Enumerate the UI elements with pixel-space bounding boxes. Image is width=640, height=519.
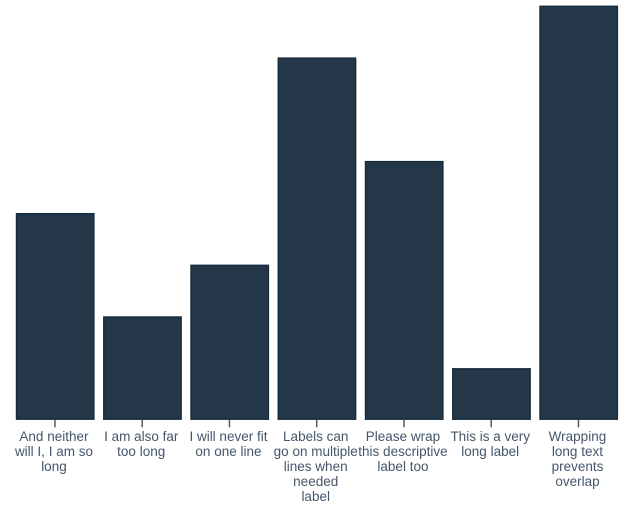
svg-text:I am also fartoo long: I am also far too long (104, 429, 179, 459)
svg-text:I will never fiton one line: I will never fit on one line (189, 429, 267, 459)
svg-text:Wrappinglong textpreventsoverl: Wrapping long text prevents overlap (549, 429, 607, 489)
svg-text:Please wrapthis descriptivelab: Please wrap this descriptive label too (358, 429, 447, 474)
svg-text:Labels cango on multiplelines: Labels can go on multiple lines when needed… (274, 429, 358, 504)
svg-text:And neitherwill I, I am solong: And neither will I, I am so long (14, 429, 93, 474)
svg-text:This is a verylong label: This is a very long label (450, 429, 530, 459)
